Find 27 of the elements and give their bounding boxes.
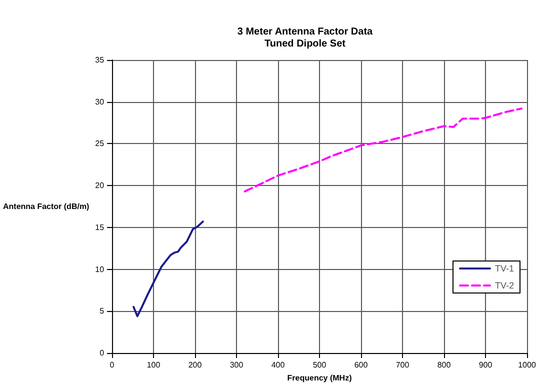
y-tick-label: 5 [100, 306, 105, 316]
x-tick-label: 800 [437, 360, 452, 370]
y-tick-label: 20 [95, 181, 105, 190]
x-tick-label: 0 [110, 360, 115, 370]
y-axis-title: Antenna Factor (dB/m) [2, 202, 90, 211]
x-tick-label: 500 [312, 360, 327, 370]
y-tick-label: 25 [95, 139, 105, 148]
y-tick-label: 0 [100, 348, 105, 358]
x-tick-label: 1000 [518, 360, 536, 370]
x-tick-label: 600 [354, 360, 368, 370]
y-tick-label: 10 [95, 264, 105, 274]
legend-label: TV-2 [494, 280, 514, 290]
chart-subtitle: Tuned Dipole Set [264, 38, 346, 50]
x-tick-label: 400 [271, 360, 286, 370]
x-tick-label: 100 [146, 360, 161, 370]
x-tick-label: 200 [188, 360, 202, 370]
line-series [132, 220, 204, 318]
y-tick-label: 30 [95, 97, 105, 106]
x-tick-label: 900 [478, 360, 493, 370]
x-tick-label: 700 [396, 360, 410, 370]
y-tick-label: 35 [95, 56, 105, 64]
line-series [244, 108, 523, 192]
x-axis-title: Frequency (MHz) [287, 373, 352, 382]
chart-title: 3 Meter Antenna Factor Data [237, 26, 374, 38]
y-tick-label: 15 [95, 222, 105, 232]
x-tick-label: 300 [230, 360, 244, 370]
legend-label: TV-1 [494, 264, 514, 274]
